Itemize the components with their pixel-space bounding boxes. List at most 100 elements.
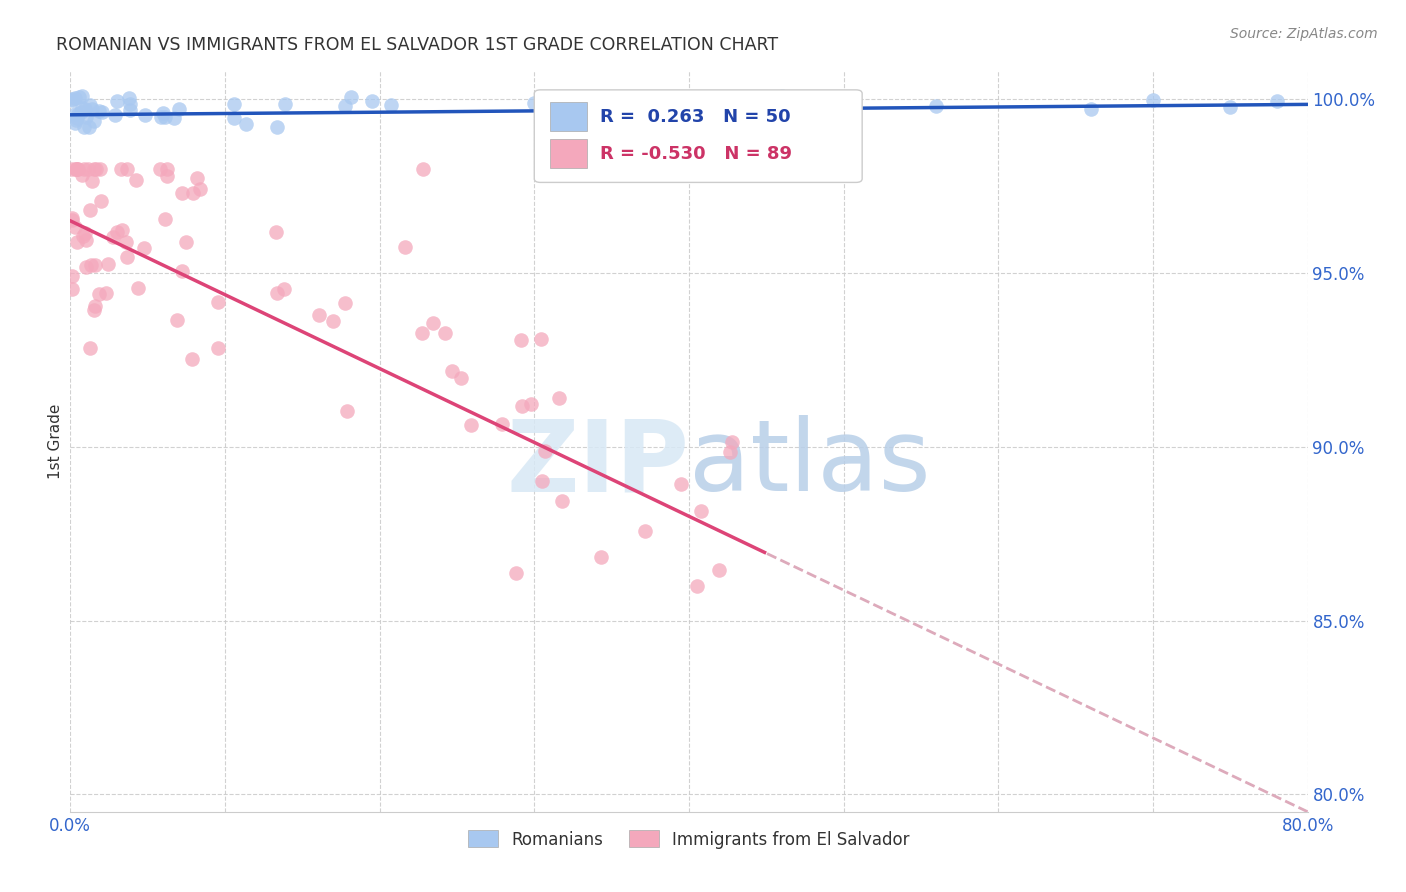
FancyBboxPatch shape (550, 139, 588, 168)
Point (589, 550, 612, 565)
Point (266, 120, 288, 135)
Point (411, 326, 433, 340)
Point (718, 445, 741, 459)
Point (207, 341, 229, 355)
Point (207, 294, 229, 309)
Point (224, 111, 246, 125)
Point (548, 391, 571, 405)
Point (533, 444, 555, 458)
Point (77, 161, 100, 176)
Point (79, 97, 101, 112)
Point (111, 223, 134, 237)
Point (170, 264, 193, 278)
Point (118, 90, 141, 104)
Point (412, 161, 434, 176)
Point (84, 161, 107, 176)
Point (322, 314, 344, 328)
Point (73, 102, 96, 116)
Point (60, 211, 83, 225)
Point (110, 161, 132, 176)
Point (91, 105, 114, 120)
Point (150, 110, 173, 124)
Point (83, 302, 105, 317)
Point (60, 93, 83, 107)
Point (235, 117, 257, 131)
Point (105, 94, 128, 108)
Point (380, 98, 402, 112)
Point (134, 241, 156, 255)
Point (441, 364, 464, 378)
Point (308, 309, 330, 323)
Point (170, 186, 193, 201)
Point (709, 563, 731, 577)
Point (186, 170, 208, 185)
Point (120, 103, 142, 117)
Point (72, 161, 94, 176)
Point (512, 399, 534, 413)
Point (156, 169, 179, 184)
Point (70, 89, 93, 103)
Point (83, 161, 105, 176)
Point (167, 103, 190, 117)
Point (551, 494, 574, 508)
Point (66, 112, 89, 126)
Point (1142, 94, 1164, 108)
Point (104, 108, 127, 122)
Point (520, 397, 543, 411)
Point (60, 213, 83, 227)
Point (530, 474, 553, 488)
Point (686, 579, 709, 593)
Point (770, 88, 793, 103)
Point (63, 116, 86, 130)
Point (491, 417, 513, 431)
Point (166, 313, 188, 327)
Point (79, 342, 101, 356)
Text: Source: ZipAtlas.com: Source: ZipAtlas.com (1230, 27, 1378, 41)
Point (460, 417, 482, 432)
Point (274, 97, 297, 112)
Point (340, 90, 363, 104)
Point (523, 95, 546, 110)
Point (335, 295, 357, 310)
Point (80, 173, 103, 187)
Point (105, 225, 128, 239)
Point (361, 94, 384, 108)
Point (63, 220, 86, 235)
Point (530, 333, 553, 347)
Point (134, 108, 156, 122)
Legend: Romanians, Immigrants from El Salvador: Romanians, Immigrants from El Salvador (461, 823, 917, 855)
Text: ZIP: ZIP (506, 416, 689, 512)
Point (180, 351, 202, 366)
Point (634, 524, 657, 539)
Point (1080, 102, 1102, 116)
Point (73, 120, 96, 134)
Point (63, 107, 86, 121)
Point (509, 333, 531, 347)
Point (97, 257, 120, 271)
Point (394, 240, 416, 254)
Point (90, 194, 112, 208)
Point (60, 92, 83, 106)
Y-axis label: 1st Grade: 1st Grade (48, 404, 63, 479)
Point (83, 258, 105, 272)
Point (422, 316, 444, 330)
Point (77, 120, 100, 135)
Point (188, 182, 211, 196)
Point (433, 326, 456, 341)
Point (60, 161, 83, 176)
Point (115, 161, 138, 176)
Point (162, 111, 184, 125)
Point (127, 281, 149, 295)
Point (125, 173, 148, 187)
Point (669, 476, 692, 491)
Point (72, 101, 94, 115)
Point (75, 110, 97, 124)
Point (60, 268, 83, 283)
Point (73, 227, 96, 241)
Point (96, 285, 118, 300)
Point (690, 503, 713, 517)
Point (70, 104, 93, 119)
Text: ROMANIAN VS IMMIGRANTS FROM EL SALVADOR 1ST GRADE CORRELATION CHART: ROMANIAN VS IMMIGRANTS FROM EL SALVADOR … (56, 36, 779, 54)
Point (65, 113, 87, 128)
Point (336, 404, 359, 418)
